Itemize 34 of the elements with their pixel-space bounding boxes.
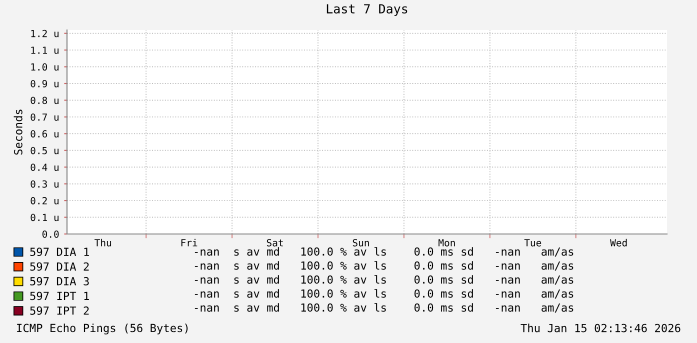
chart-title: Last 7 Days	[326, 4, 408, 16]
y-tick-label: 1.2 u	[31, 30, 58, 38]
y-tick-label: 0.8 u	[30, 96, 58, 104]
y-tick-label: 0.5 u	[30, 146, 58, 154]
y-axis-title: Seconds	[14, 110, 22, 155]
y-tick-label: 0.7 u	[30, 113, 58, 121]
x-tick-label: Wed	[610, 238, 627, 246]
legend-label: 597 IPT 2	[30, 306, 89, 315]
y-tick-label: 1.1 u	[31, 46, 58, 54]
y-tick-label: 0.0	[42, 230, 59, 238]
y-tick-label: 0.3 u	[30, 180, 58, 188]
x-tick-label: Sun	[352, 239, 369, 246]
text: -nan s av md 100.0 % av ls 0.0 ms sd -nan am/as	[194, 289, 574, 299]
x-tick-label: Fri	[181, 238, 198, 246]
text: -nan s av md 100.0 % av ls 0.0 ms sd -nan am/as	[194, 261, 574, 271]
y-tick-label: 0.6 u	[30, 130, 58, 138]
text: -nan s av md 100.0 % av ls 0.0 ms sd -nan am/as	[194, 275, 574, 285]
text: -nan s av md 100.0 % av ls 0.0 ms sd -nan am/as	[194, 303, 574, 313]
y-tick-label: 0.4 u	[30, 164, 58, 171]
y-tick-label: 0.2 u	[30, 197, 58, 204]
x-tick-label: Tue	[524, 239, 542, 246]
y-tick-label: 1.0 u	[31, 63, 58, 71]
legend-label: 597 DIA 2	[30, 262, 89, 271]
y-tick-label: 0.1 u	[30, 214, 58, 222]
x-tick-label: Thu	[94, 238, 112, 246]
legend-label: 597 IPT 1	[30, 292, 89, 300]
legend-label: 597 DIA 3	[30, 277, 89, 286]
text: -nan s av md 100.0 % av ls 0.0 ms sd -nan am/as	[194, 247, 574, 257]
y-tick-label: 0.9 u	[30, 80, 58, 88]
text: ICMP Echo Pings (56 Bytes)	[17, 324, 188, 334]
legend-label: 597 DIA 1	[30, 248, 89, 256]
x-tick-label: Mon	[438, 239, 455, 246]
x-tick-label: Sat	[266, 239, 283, 246]
text: Thu Jan 15 02:13:46 2026	[520, 324, 680, 332]
